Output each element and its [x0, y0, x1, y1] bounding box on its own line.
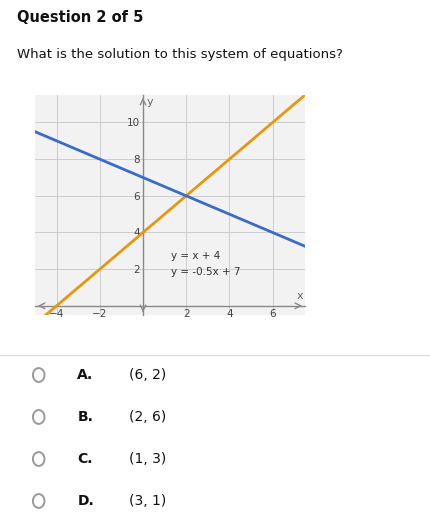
Text: (1, 3): (1, 3): [129, 452, 166, 466]
Text: D.: D.: [77, 494, 94, 508]
Text: x: x: [296, 291, 303, 301]
Text: Question 2 of 5: Question 2 of 5: [17, 10, 144, 25]
Text: (6, 2): (6, 2): [129, 368, 166, 382]
Text: (3, 1): (3, 1): [129, 494, 166, 508]
Text: B.: B.: [77, 410, 93, 424]
Text: A.: A.: [77, 368, 94, 382]
Text: y = -0.5x + 7: y = -0.5x + 7: [171, 267, 240, 278]
Text: What is the solution to this system of equations?: What is the solution to this system of e…: [17, 48, 343, 61]
Text: y = x + 4: y = x + 4: [171, 251, 220, 261]
Text: (2, 6): (2, 6): [129, 410, 166, 424]
Text: y: y: [146, 97, 153, 107]
Text: C.: C.: [77, 452, 93, 466]
